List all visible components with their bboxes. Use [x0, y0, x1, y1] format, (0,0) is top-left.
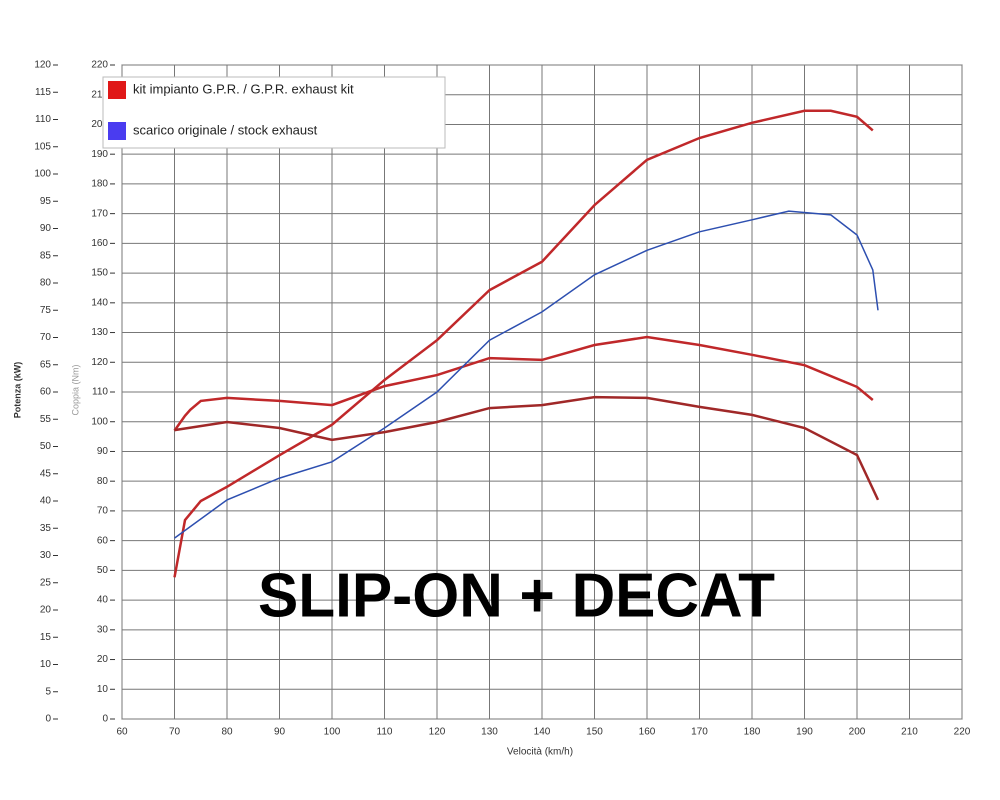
- legend: kit impianto G.P.R. / G.P.R. exhaust kit…: [102, 76, 446, 149]
- y-tick-label: 20: [40, 605, 52, 616]
- y2-tick-label: 100: [91, 416, 108, 427]
- y2-tick-label: 50: [97, 565, 109, 576]
- y-tick-label: 120: [34, 60, 51, 71]
- x-tick-label: 200: [849, 727, 866, 738]
- y-tick-label: 70: [40, 332, 52, 343]
- y-tick-label: 90: [40, 223, 52, 234]
- y2-tick-label: 20: [97, 654, 109, 665]
- x-tick-label: 80: [221, 727, 233, 738]
- legend-swatch: [108, 122, 126, 140]
- y-tick-label: 5: [45, 686, 51, 697]
- series-line: [174, 210, 879, 539]
- y2-tick-label: 10: [97, 684, 109, 695]
- y-tick-label: 85: [40, 250, 52, 261]
- annotation: SLIP-ON + DECAT: [258, 561, 775, 630]
- x-tick-label: 150: [586, 727, 603, 738]
- x-tick-label: 220: [954, 727, 971, 738]
- y2-tick-label: 130: [91, 327, 108, 338]
- y-tick-label: 0: [45, 714, 51, 725]
- series-line: [173, 109, 874, 578]
- y2-tick-label: 40: [97, 595, 109, 606]
- y2-tick-label: 80: [97, 476, 109, 487]
- y2-tick-label: 210: [91, 89, 108, 100]
- y-tick-label: 30: [40, 550, 52, 561]
- y-tick-label: 75: [40, 305, 52, 316]
- x-tick-label: 170: [691, 727, 708, 738]
- x-tick-label: 210: [901, 727, 918, 738]
- y2-tick-label: 90: [97, 446, 109, 457]
- y-axis-title: Potenza (kW): [12, 362, 22, 419]
- y-tick-label: 100: [34, 169, 51, 180]
- x-tick-label: 70: [169, 727, 181, 738]
- x-tick-label: 120: [429, 727, 446, 738]
- x-tick-label: 110: [377, 727, 393, 738]
- y-tick-label: 40: [40, 496, 52, 507]
- x-axis-title: Velocità (km/h): [507, 747, 573, 758]
- y2-tick-label: 110: [92, 387, 108, 398]
- y2-tick-label: 120: [91, 357, 108, 368]
- y-tick-label: 60: [40, 387, 52, 398]
- legend-swatch: [108, 81, 126, 99]
- y2-tick-label: 180: [91, 179, 108, 190]
- y2-tick-label: 160: [91, 238, 108, 249]
- y2-tick-label: 220: [91, 60, 108, 71]
- series-line: [174, 395, 880, 501]
- y2-tick-label: 150: [91, 268, 108, 279]
- y-tick-label: 65: [40, 359, 52, 370]
- x-tick-label: 130: [481, 727, 498, 738]
- y2-axis-title: Coppia (Nm): [70, 364, 80, 415]
- y2-tick-label: 70: [97, 506, 109, 517]
- legend-label: scarico originale / stock exhaust: [133, 122, 318, 137]
- y-tick-label: 15: [40, 632, 52, 643]
- x-tick-label: 100: [324, 727, 341, 738]
- y-tick-label: 50: [40, 441, 52, 452]
- x-tick-label: 140: [534, 727, 551, 738]
- legend-label: kit impianto G.P.R. / G.P.R. exhaust kit: [133, 81, 354, 96]
- y2-tick-label: 170: [91, 208, 108, 219]
- y2-tick-label: 0: [102, 714, 108, 725]
- y-tick-label: 55: [40, 414, 52, 425]
- x-tick-label: 90: [274, 727, 286, 738]
- y2-tick-label: 200: [91, 119, 108, 130]
- x-tick-label: 180: [744, 727, 761, 738]
- y-tick-label: 80: [40, 278, 52, 289]
- x-tick-label: 60: [116, 727, 128, 738]
- y2-tick-label: 140: [91, 297, 108, 308]
- x-tick-label: 190: [796, 727, 813, 738]
- y2-tick-label: 30: [97, 624, 109, 635]
- y-tick-label: 25: [40, 577, 52, 588]
- y2-tick-label: 60: [97, 535, 109, 546]
- y-tick-label: 115: [35, 87, 51, 98]
- y-tick-label: 95: [40, 196, 52, 207]
- y2-tick-label: 190: [91, 149, 108, 160]
- x-tick-label: 160: [639, 727, 656, 738]
- y-tick-label: 110: [35, 114, 51, 125]
- y-tick-label: 105: [34, 141, 51, 152]
- y-tick-label: 10: [40, 659, 52, 670]
- legend-box: [102, 76, 446, 149]
- y-tick-label: 35: [40, 523, 52, 534]
- y-tick-label: 45: [40, 468, 52, 479]
